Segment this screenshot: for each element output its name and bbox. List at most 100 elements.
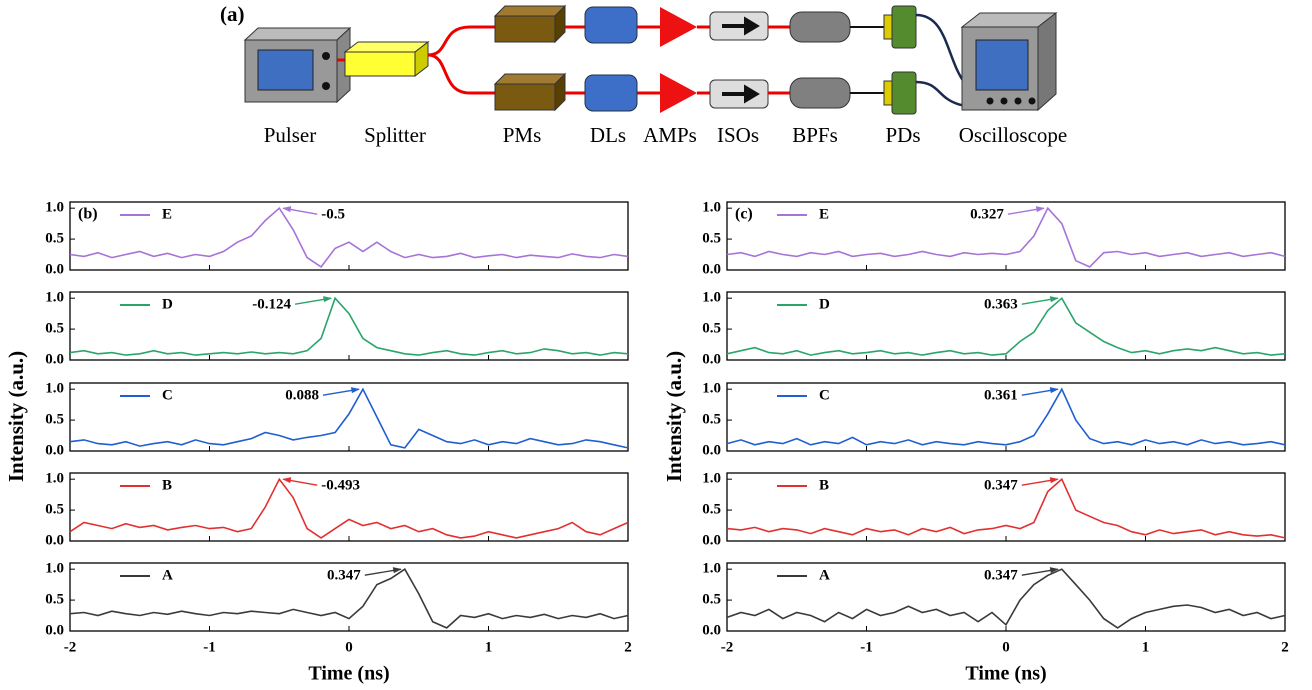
trace <box>69 568 629 629</box>
legend-label: E <box>819 206 829 222</box>
trace <box>726 387 1286 446</box>
y-axis-title: Intensity (a.u.) <box>4 351 28 482</box>
y-axis-title: Intensity (a.u.) <box>662 351 686 482</box>
y-tick-label: 0.0 <box>702 261 721 277</box>
setup-diagram: (a) <box>220 2 1067 147</box>
trace <box>69 477 629 539</box>
trace <box>69 387 629 449</box>
annotation: 0.347 <box>984 478 1018 494</box>
arrow-head <box>323 296 333 303</box>
x-tick-label: -1 <box>860 639 873 655</box>
legend-label: B <box>162 477 172 493</box>
x-tick-label: 2 <box>624 639 632 655</box>
panel-label: (a) <box>220 2 245 26</box>
annotation: -0.124 <box>252 297 291 313</box>
x-tick-label: -1 <box>203 639 216 655</box>
arrow-head <box>1049 387 1059 394</box>
y-tick-label: 1.0 <box>45 290 64 306</box>
annotation: 0.347 <box>984 568 1018 584</box>
panel-frame <box>726 201 1286 271</box>
arrow-head <box>282 206 292 213</box>
y-tick-label: 1.0 <box>702 381 721 397</box>
annotation: -0.493 <box>321 478 360 494</box>
annotation: -0.5 <box>321 207 345 223</box>
y-tick-label: 1.0 <box>45 381 64 397</box>
y-tick-label: 0.5 <box>702 412 721 428</box>
trace <box>69 206 629 268</box>
component-label: PDs <box>885 123 920 147</box>
legend-label: C <box>819 387 830 403</box>
component-label: BPFs <box>792 123 838 147</box>
y-tick-label: 0.0 <box>45 442 64 458</box>
y-tick-label: 0.0 <box>702 351 721 367</box>
y-tick-label: 1.0 <box>702 561 721 577</box>
y-tick-label: 0.5 <box>702 592 721 608</box>
panel-label: (c) <box>735 206 753 223</box>
component-label: ISOs <box>717 123 759 147</box>
y-tick-label: 1.0 <box>45 471 64 487</box>
panel-frame <box>69 382 629 452</box>
panel-frame <box>69 291 629 361</box>
y-tick-label: 0.0 <box>702 532 721 548</box>
x-axis-title: Time (ns) <box>308 663 389 685</box>
annotation: 0.363 <box>984 297 1018 313</box>
y-tick-label: 0.5 <box>702 502 721 518</box>
component-label: Splitter <box>364 123 426 147</box>
component-label: PMs <box>503 123 542 147</box>
trace <box>726 296 1286 356</box>
y-tick-label: 1.0 <box>45 561 64 577</box>
y-tick-label: 0.5 <box>45 412 64 428</box>
legend-label: E <box>162 206 172 222</box>
trace <box>69 296 629 356</box>
y-tick-label: 0.5 <box>45 502 64 518</box>
arrow-head <box>1035 206 1045 213</box>
arrow-head <box>1049 567 1059 574</box>
y-tick-label: 0.0 <box>702 622 721 638</box>
arrow-head <box>392 567 402 574</box>
legend-label: A <box>819 567 830 583</box>
y-tick-label: 0.5 <box>45 321 64 337</box>
arrow-head <box>1049 296 1059 303</box>
y-tick-label: 0.5 <box>45 231 64 247</box>
trace <box>726 568 1286 629</box>
legend-label: C <box>162 387 173 403</box>
arrow-head <box>1049 477 1059 484</box>
y-tick-label: 0.5 <box>702 321 721 337</box>
x-tick-label: -2 <box>721 639 734 655</box>
annotation: 0.347 <box>327 568 361 584</box>
trace <box>726 206 1286 268</box>
y-tick-label: 0.0 <box>702 442 721 458</box>
x-axis-title: Time (ns) <box>965 663 1046 685</box>
legend-label: A <box>162 567 173 583</box>
component-label: DLs <box>590 123 626 147</box>
y-tick-label: 1.0 <box>702 471 721 487</box>
panel-label: (b) <box>78 206 98 223</box>
y-tick-label: 0.5 <box>702 231 721 247</box>
x-tick-label: 0 <box>345 639 353 655</box>
panel-frame <box>69 201 629 271</box>
y-tick-label: 1.0 <box>45 200 64 216</box>
arrow-head <box>282 477 292 484</box>
legend-label: D <box>162 296 173 312</box>
x-tick-label: -2 <box>64 639 77 655</box>
annotation: 0.327 <box>970 207 1004 223</box>
y-tick-label: 0.0 <box>45 351 64 367</box>
annotation: 0.361 <box>984 388 1018 404</box>
x-tick-label: 0 <box>1002 639 1010 655</box>
x-tick-label: 1 <box>1142 639 1150 655</box>
x-tick-label: 1 <box>485 639 493 655</box>
trace <box>726 477 1286 539</box>
component-label: AMPs <box>643 123 697 147</box>
y-tick-label: 1.0 <box>702 200 721 216</box>
y-tick-label: 0.0 <box>45 532 64 548</box>
arrow-head <box>350 387 360 394</box>
y-tick-label: 0.0 <box>45 622 64 638</box>
component-label: Pulser <box>264 123 317 147</box>
y-tick-label: 0.0 <box>45 261 64 277</box>
component-label: Oscilloscope <box>959 123 1067 147</box>
y-tick-label: 1.0 <box>702 290 721 306</box>
annotation: 0.088 <box>285 388 319 404</box>
y-tick-label: 0.5 <box>45 592 64 608</box>
x-tick-label: 2 <box>1281 639 1289 655</box>
